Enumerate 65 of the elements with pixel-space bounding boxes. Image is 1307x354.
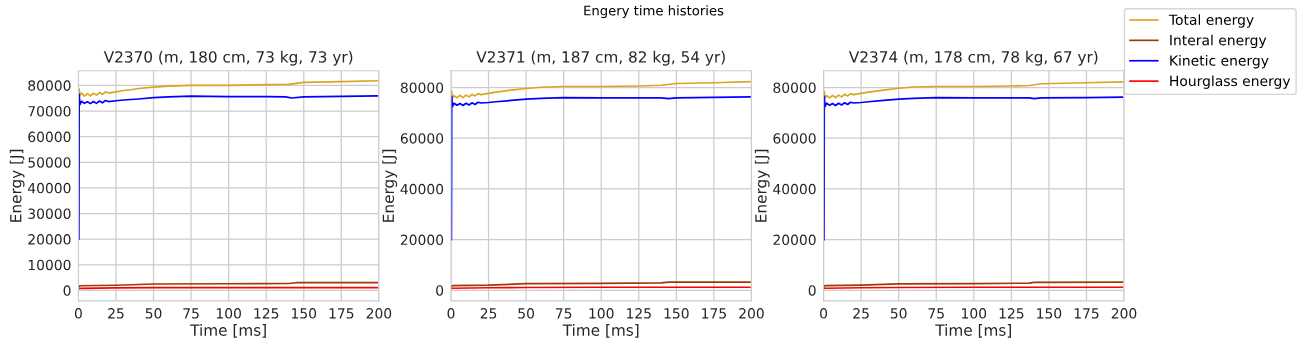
y-tick-label: 0 bbox=[808, 285, 816, 296]
x-tick-label: 200 bbox=[739, 308, 764, 319]
y-tick-label: 30000 bbox=[28, 208, 71, 219]
x-tick-label: 75 bbox=[928, 308, 944, 319]
x-tick-label: 100 bbox=[216, 308, 241, 319]
y-tick-label: 80000 bbox=[400, 82, 444, 93]
line-series bbox=[823, 81, 1124, 100]
x-tick-label: 75 bbox=[555, 308, 572, 319]
y-tick-label: 10000 bbox=[28, 259, 71, 271]
x-tick-label: 200 bbox=[366, 308, 392, 319]
y-tick-label: 40000 bbox=[773, 183, 816, 195]
x-tick-label: 150 bbox=[292, 308, 317, 319]
y-tick-label: 50000 bbox=[28, 157, 71, 168]
y-tick-label: 60000 bbox=[400, 133, 444, 144]
x-tick-label: 25 bbox=[853, 308, 869, 319]
line-series bbox=[450, 80, 751, 100]
y-axis-title: Energy [J] bbox=[754, 149, 770, 222]
chart-title: V2371 (m, 187 cm, 82 kg, 54 yr) bbox=[476, 50, 725, 66]
x-tick-label: 150 bbox=[1037, 308, 1062, 319]
x-tick-label: 200 bbox=[1111, 308, 1137, 319]
line-series bbox=[823, 95, 1124, 241]
chart-title: V2370 (m, 180 cm, 73 kg, 73 yr) bbox=[103, 50, 353, 66]
x-tick-label: 0 bbox=[74, 308, 82, 319]
x-axis-title: Time [ms] bbox=[562, 324, 639, 338]
x-tick-label: 50 bbox=[890, 308, 907, 319]
y-tick-label: 80000 bbox=[773, 82, 816, 93]
x-tick-label: 125 bbox=[254, 308, 279, 319]
x-axis-title: Time [ms] bbox=[935, 324, 1011, 338]
x-tick-label: 25 bbox=[108, 308, 124, 319]
x-tick-label: 100 bbox=[589, 308, 614, 319]
y-axis-title: Energy [J] bbox=[9, 149, 25, 222]
y-tick-label: 20000 bbox=[773, 234, 816, 246]
x-tick-label: 125 bbox=[999, 308, 1024, 319]
legend-label: Total energy bbox=[1168, 14, 1254, 28]
x-tick-label: 125 bbox=[627, 308, 651, 319]
text: Engery time histories bbox=[584, 5, 724, 19]
y-tick-label: 20000 bbox=[400, 234, 444, 246]
y-tick-label: 0 bbox=[436, 285, 444, 296]
y-tick-label: 80000 bbox=[28, 80, 71, 91]
x-tick-label: 50 bbox=[145, 308, 162, 319]
x-tick-label: 75 bbox=[183, 308, 199, 319]
y-tick-label: 20000 bbox=[28, 234, 71, 245]
x-tick-label: 0 bbox=[820, 308, 828, 319]
x-tick-label: 150 bbox=[664, 308, 689, 319]
y-axis-title: Energy [J] bbox=[382, 149, 398, 222]
y-tick-label: 60000 bbox=[28, 131, 71, 143]
x-tick-label: 50 bbox=[518, 308, 535, 319]
x-axis-title: Time [ms] bbox=[190, 324, 266, 338]
line-series bbox=[78, 79, 379, 98]
x-tick-label: 0 bbox=[447, 308, 455, 319]
x-tick-label: 175 bbox=[702, 308, 726, 319]
x-tick-label: 175 bbox=[329, 308, 354, 319]
legend-label: Interal energy bbox=[1170, 34, 1267, 49]
x-tick-label: 25 bbox=[480, 308, 497, 319]
y-tick-label: 40000 bbox=[400, 183, 444, 195]
x-tick-label: 175 bbox=[1074, 308, 1099, 319]
y-tick-label: 0 bbox=[63, 285, 71, 296]
chart-title: V2374 (m, 178 cm, 78 kg, 67 yr) bbox=[848, 50, 1098, 66]
legend-label: Hourglass energy bbox=[1170, 75, 1291, 89]
y-tick-label: 40000 bbox=[27, 182, 71, 194]
line-series bbox=[78, 93, 379, 240]
y-tick-label: 60000 bbox=[773, 133, 816, 144]
x-tick-label: 100 bbox=[962, 308, 987, 319]
y-tick-label: 70000 bbox=[28, 106, 71, 117]
legend-label: Kinetic energy bbox=[1170, 55, 1269, 69]
